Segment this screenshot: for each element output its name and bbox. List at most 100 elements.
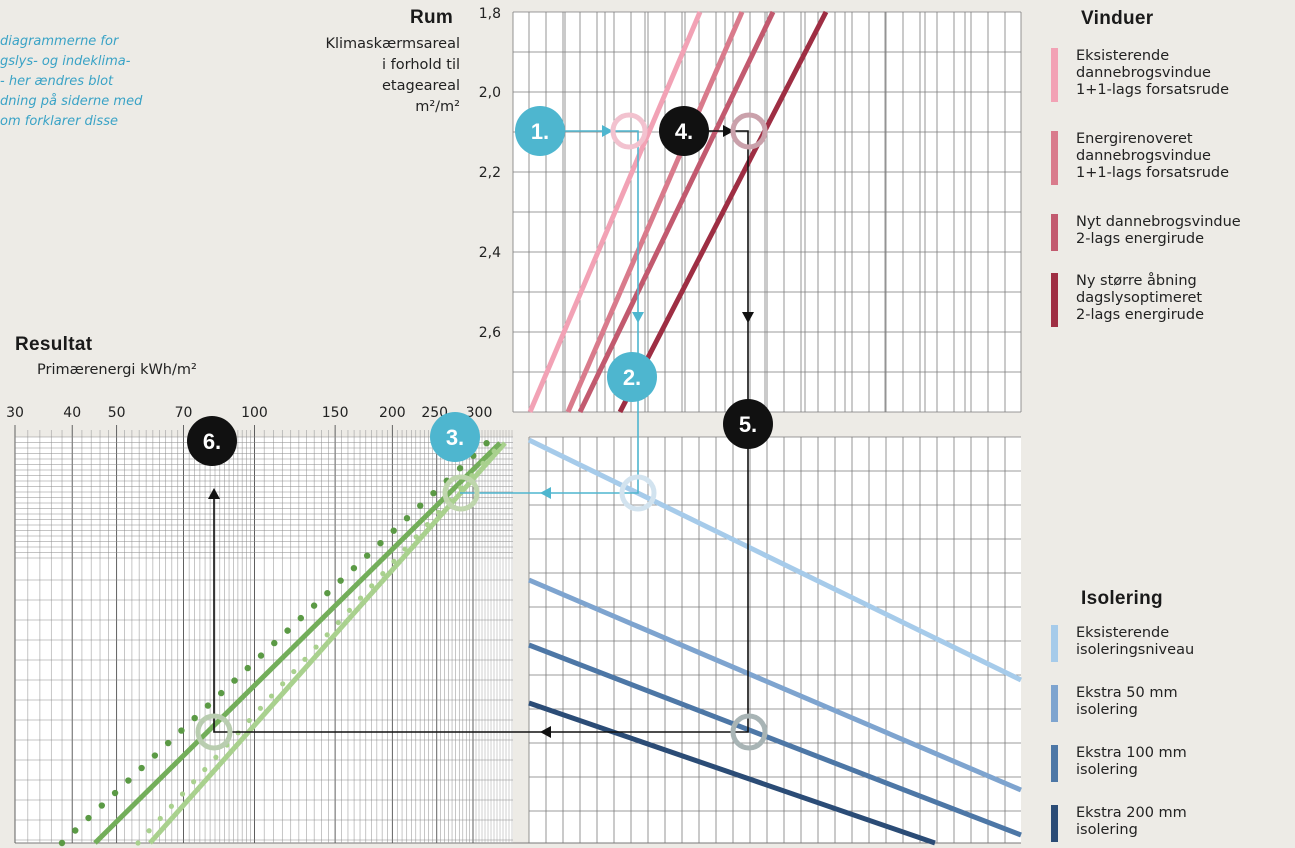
result-axis-ticks: 30 40 50 70 100 150 200 250 300 [6,405,492,421]
room-tick-label: 2,2 [479,165,501,181]
result-series-line [148,441,507,845]
room-title: Rum [410,7,454,28]
reading-ring [619,474,657,512]
arrow-head [540,487,551,499]
result-series-dot [458,485,464,491]
legend-label: Eksisterende dannebrogsvindue 1+1-lags for… [1076,48,1229,99]
result-series-dot [168,803,174,809]
result-series-dot [456,465,464,472]
step-marker-label: 3. [446,425,464,450]
result-series-dot [98,802,106,809]
result-series-dot [363,552,371,559]
insulation-legend-item: Ekstra 50 mm isolering [1051,685,1178,722]
legend-label: Ekstra 100 mm isolering [1076,745,1187,779]
legend-label-line: Ekstra 100 mm [1076,745,1187,761]
window-series-line [617,10,829,414]
result-tick-label: 30 [6,405,24,421]
reading-ring [730,713,768,751]
room-subtitle: Klimaskærmsareal i forhold til etagearea… [270,34,460,118]
result-series-dot [151,752,159,759]
insulation-series-line [528,700,936,846]
step-marker-label: 1. [531,119,549,144]
arrow-head [742,312,754,323]
room-subtitle-line: etageareal [382,78,460,94]
result-tick-label: 50 [108,405,126,421]
result-series-dot [85,814,92,822]
result-series-dot [284,627,291,634]
window-series-line [565,11,745,413]
legend-label: Eksisterende isoleringsniveau [1076,625,1194,659]
result-series-dot [413,534,419,540]
result-series-dot [324,589,331,597]
result-tick-label: 70 [175,405,193,421]
result-series-dot [231,677,238,684]
legend-swatch [1051,685,1058,722]
result-series-dot [335,619,341,626]
result-series-dot [157,815,163,822]
note-line: - her ændres blot [0,74,114,89]
windows-legend-item: Energirenoveret dannebrogsvindue 1+1-lags … [1051,131,1229,185]
insulation-legend-item: Eksisterende isoleringsniveau [1051,625,1194,662]
result-series-dot [135,840,141,846]
insulation-series-line [527,437,1023,683]
room-subtitle-line: m²/m² [415,99,460,115]
legend-label-line: Eksisterende [1076,625,1170,641]
legend-swatch [1051,805,1058,842]
legend-label: Energirenoveret dannebrogsvindue 1+1-lags … [1076,131,1229,182]
result-series-dot [377,539,384,547]
result-series-dot [191,779,197,785]
step-marker-label: 4. [675,119,693,144]
step-marker [723,399,773,449]
result-series-dot [380,571,386,577]
chart-series [58,10,1023,847]
arrow-head [723,125,734,137]
window-series-line [527,11,703,413]
window-series-line [577,10,776,414]
legend-label-line: Ekstra 200 mm [1076,805,1187,821]
legend-label-line: Energirenoveret [1076,131,1193,147]
legend-label-line: isolering [1076,822,1138,838]
result-series-dot [58,839,66,847]
result-series-dot [257,652,265,659]
result-series-dot [313,644,319,650]
legend-swatch [1051,745,1058,782]
legend-label-line: isolering [1076,762,1138,778]
windows-legend-title: Vinduer [1081,8,1154,29]
legend-label-line: dannebrogsvindue [1076,65,1211,81]
result-grid [14,425,513,843]
result-series-dot [257,705,264,711]
result-series-dot [417,502,424,509]
result-tick-label: 150 [322,405,349,421]
note-line: dning på siderne med [0,94,143,109]
result-series-dot [491,448,497,454]
result-series-dot [72,827,79,834]
legend-label-line: dagslysoptimeret [1076,290,1203,306]
insulation-series-line [528,642,1022,838]
room-subtitle-line: i forhold til [382,57,460,73]
step-markers: 1. 2. 3. 4. 5. 6. [187,106,773,751]
arrow-head [632,312,644,323]
step-marker [430,412,480,462]
legend-label: Ekstra 50 mm isolering [1076,685,1178,719]
result-series-dot [178,727,185,734]
result-series-dot [111,789,119,797]
legend-label-line: Nyt dannebrogsvindue [1076,214,1241,230]
legend-label: Ekstra 200 mm isolering [1076,805,1187,839]
legend-label-line: Ny større åbning [1076,273,1197,289]
step-marker [659,106,709,156]
result-series-dot [357,595,364,601]
result-series-dot [369,583,375,589]
note-line: diagrammerne for [0,34,119,49]
legend-swatch [1051,48,1058,102]
note-line: gslys- og indeklima- [0,54,131,69]
result-series-dot [202,766,208,773]
result-tick-label: 200 [379,405,406,421]
result-series-dot [430,489,437,497]
result-series-dot [310,602,318,609]
arrow-head [602,125,613,137]
result-series-dot [179,791,186,797]
insulation-legend-item: Ekstra 100 mm isolering [1051,745,1187,782]
result-series-dot [346,607,353,613]
legend-label-line: Eksisterende [1076,48,1170,64]
